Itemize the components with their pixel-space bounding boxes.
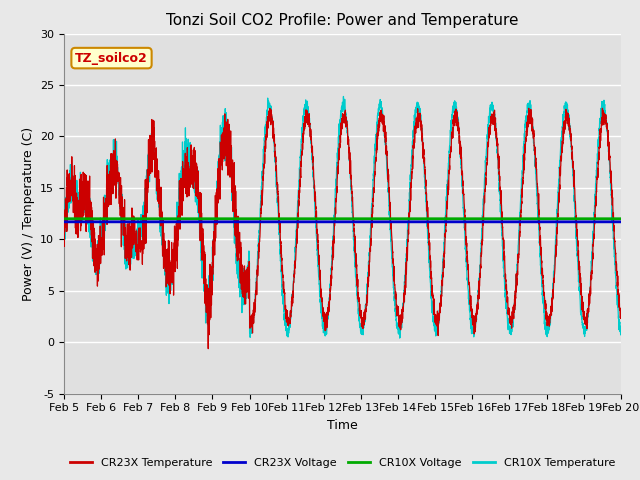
Y-axis label: Power (V) / Temperature (C): Power (V) / Temperature (C) (22, 127, 35, 300)
Title: Tonzi Soil CO2 Profile: Power and Temperature: Tonzi Soil CO2 Profile: Power and Temper… (166, 13, 518, 28)
X-axis label: Time: Time (327, 419, 358, 432)
Legend: CR23X Temperature, CR23X Voltage, CR10X Voltage, CR10X Temperature: CR23X Temperature, CR23X Voltage, CR10X … (65, 453, 620, 472)
Text: TZ_soilco2: TZ_soilco2 (75, 51, 148, 65)
